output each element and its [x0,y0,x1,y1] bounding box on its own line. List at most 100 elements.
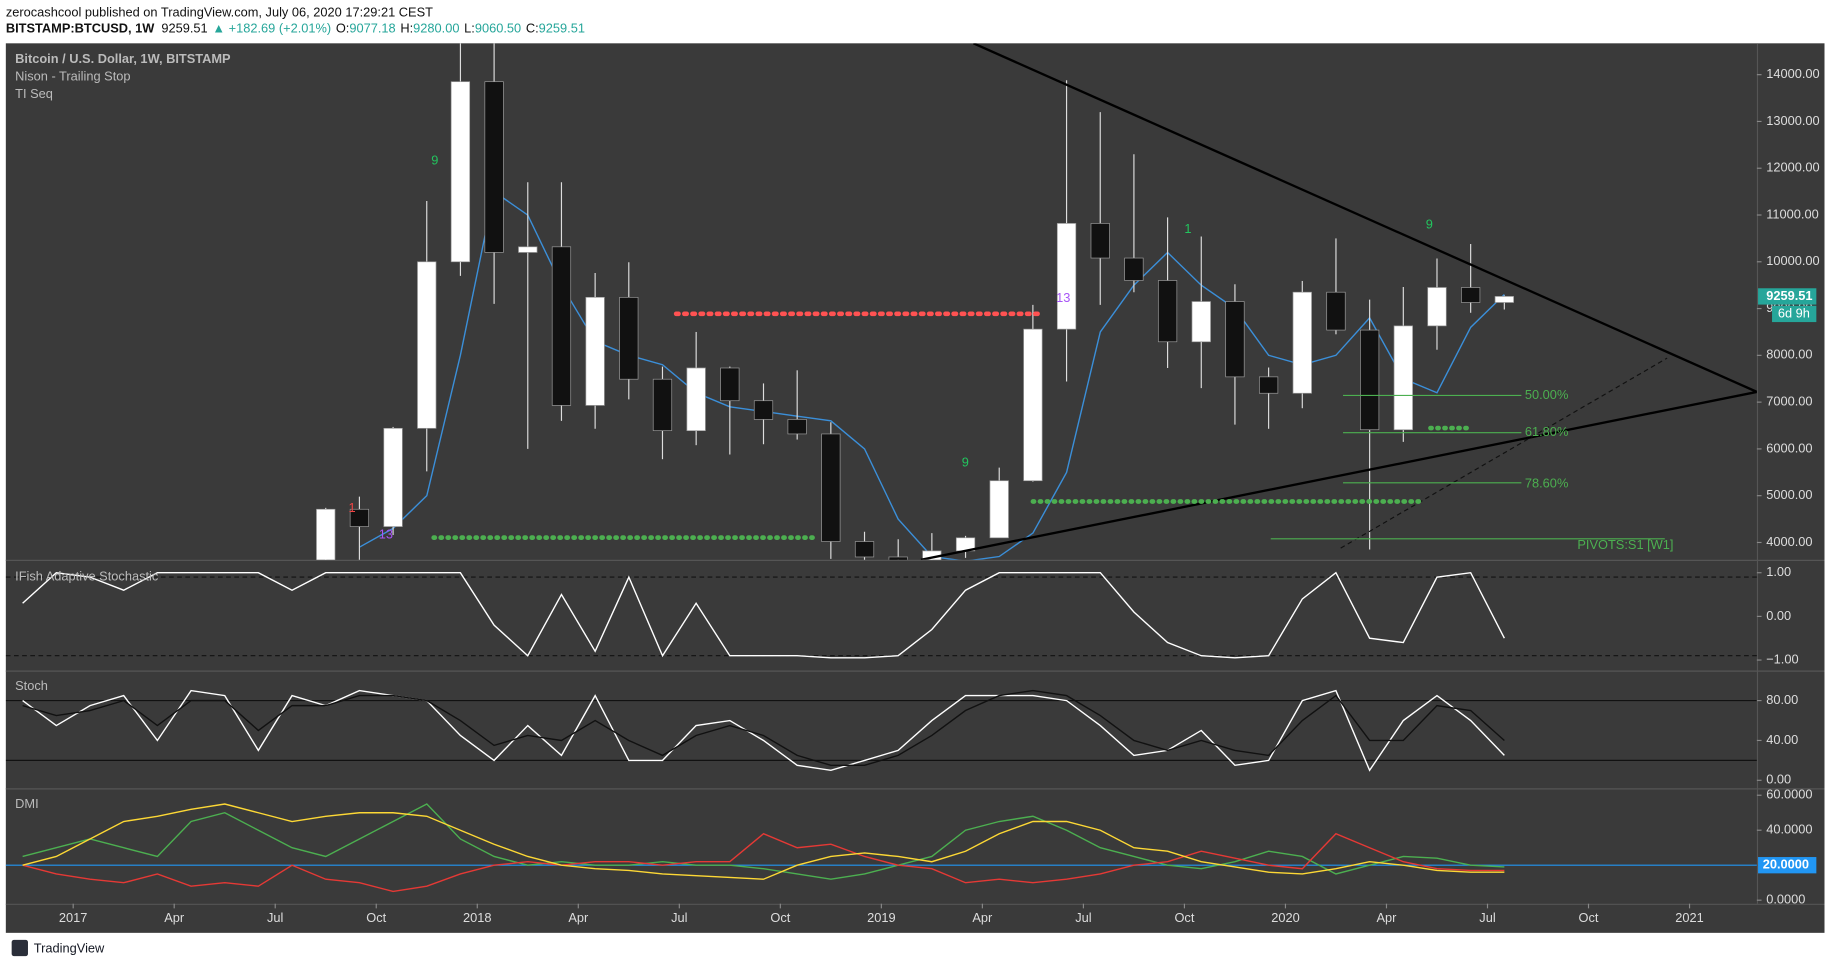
candle-body [1461,287,1481,303]
candle-body [1157,280,1178,343]
series-line [22,689,1505,772]
main-title: Bitcoin / U.S. Dollar, 1W, BITSTAMP [15,51,231,66]
candle-body [585,296,605,406]
ohlc-value: 9060.50 [475,21,521,36]
x-tick-label: Oct [366,910,386,925]
candle-body [1360,329,1380,431]
layers: 4000.005000.006000.007000.008000.009000.… [5,43,1820,925]
y-tick-label: 40.0000 [1766,822,1812,837]
x-tick-label: 2019 [867,910,896,925]
candle-body [450,81,471,263]
pane-borders [5,43,1825,905]
seq-label: 13 [1056,290,1070,305]
y-tick-label: 6000.00 [1766,440,1812,455]
x-tick-label: Jul [1479,910,1495,925]
y-tick-label: 8000.00 [1766,347,1812,362]
series-line [22,832,1505,893]
x-tick-label: Jul [1075,910,1091,925]
y-tick-label: 40.00 [1766,732,1798,747]
fib-label: 78.60% [1525,475,1568,490]
main-plot [316,43,1514,560]
candle-body [1191,301,1211,343]
y-tick-label: −1.00 [1766,651,1798,666]
x-tick-label: Jul [267,910,283,925]
x-tick-label: Jul [671,910,687,925]
x-tick-label: Apr [568,910,589,925]
x-tick-label: Apr [164,910,185,925]
trendline [920,390,1757,560]
fib-lines [1270,394,1665,540]
ohlc-key: C: [526,21,539,36]
legend-item: TI Seq [15,86,53,101]
candle-body [1023,328,1043,482]
candle-body [1090,223,1110,259]
countdown-label: 6d 9h [1778,305,1810,320]
pane-title: DMI [15,796,38,811]
ohlc-value: 9077.18 [349,21,395,36]
x-tick-label: Oct [1174,910,1194,925]
candle-body [1326,291,1346,331]
ohlc-key: H: [400,21,413,36]
legend-item: Nison - Trailing Stop [15,69,130,84]
y-tick-label: 4000.00 [1766,534,1812,549]
seq-label: 1 [349,500,356,515]
y-tick-label: 0.0000 [1766,892,1805,907]
y-tick-label: 60.0000 [1766,787,1812,802]
price-tag-label: 9259.51 [1766,288,1812,303]
candle-body [518,246,538,253]
y-tick-label: 11000.00 [1766,206,1819,221]
chart-area [5,43,1825,933]
fib-label: 61.80% [1525,424,1568,439]
candle-body [1494,296,1514,303]
y-tick-label: 13000.00 [1766,113,1819,128]
series-line [22,803,1505,880]
candle-body [1225,301,1245,378]
candle-body [821,433,841,542]
logo [11,939,28,957]
series-line [22,689,1505,767]
y-tick-label: 80.00 [1766,692,1798,707]
level-tag-label: 20.0000 [1763,857,1809,872]
seq-label: 9 [1426,217,1433,232]
trendline [972,43,1757,393]
candle-body [1124,257,1144,281]
y-tick-label: 1.00 [1766,564,1791,579]
y-tick-label: 10000.00 [1766,253,1819,268]
x-tick-label: Apr [1376,910,1397,925]
publisher-line: zerocashcool published on TradingView.co… [6,4,433,19]
seq-label: 9 [962,454,969,469]
candle-body [854,541,875,558]
y-tick-label: 0.00 [1766,608,1791,623]
candle-body [989,480,1009,539]
x-tick-label: Apr [972,910,993,925]
x-tick-label: 2020 [1271,910,1300,925]
x-tick-label: Oct [770,910,790,925]
candle-body [888,556,908,560]
ohlc-value: 9280.00 [413,21,459,36]
level-tag [1758,857,1817,874]
brand: TradingView [34,941,105,956]
candle-body [1292,291,1312,394]
series-line [22,803,1505,880]
fib-label: PIVOTS:S1 [W1] [1577,537,1673,552]
drawings [431,43,1757,560]
candle-body [484,81,504,253]
candle-body [551,246,572,406]
candle-body [619,296,639,380]
price: 9259.51 [161,21,207,36]
ohlc-key: L: [464,21,475,36]
candle-body [787,419,807,435]
y-tick-label: 5000.00 [1766,487,1812,502]
series-line [22,571,1505,659]
sub-plots [5,571,1757,893]
candle-body [316,508,336,560]
pane-title: Stoch [15,678,48,693]
seq-label: 13 [379,527,393,542]
trendline [1340,357,1668,549]
ohlc-key: O: [336,21,350,36]
y-tick-label: 0.00 [1766,772,1791,787]
candle-body [349,508,370,527]
fib-label: 50.00% [1525,387,1568,402]
